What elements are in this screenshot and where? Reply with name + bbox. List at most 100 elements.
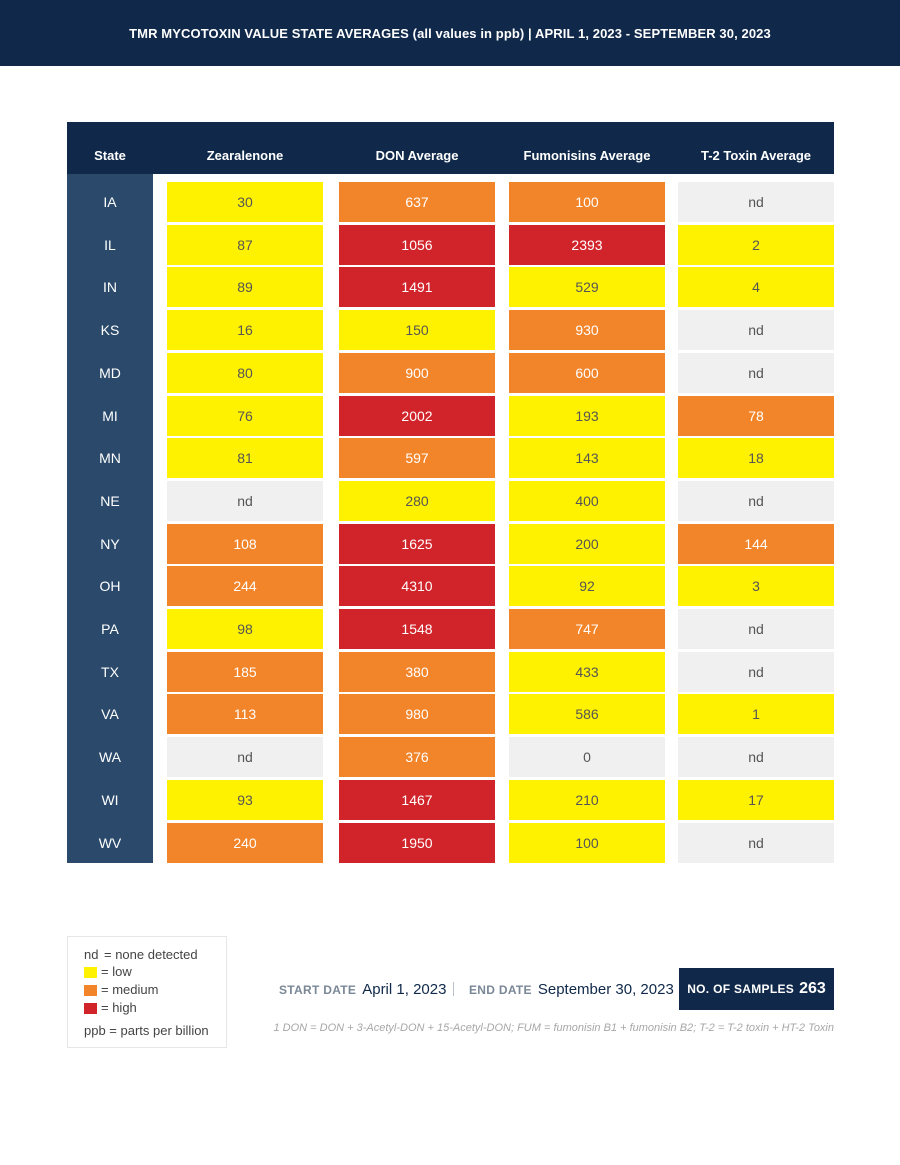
- legend-ppb-text: ppb = parts per billion: [84, 1023, 209, 1038]
- don-cell: 900: [339, 352, 495, 393]
- fumonisins-cell: 586: [509, 694, 665, 735]
- legend-low: = low: [84, 964, 132, 980]
- legend-medium-text: = medium: [101, 982, 159, 997]
- t2-toxin-cell: 1: [678, 694, 834, 735]
- fumonisins-cell: 210: [509, 779, 665, 820]
- zearalenone-cell: 16: [167, 310, 323, 351]
- don-cell: 1625: [339, 523, 495, 564]
- don-cell: 980: [339, 694, 495, 735]
- state-label: WA: [98, 749, 122, 766]
- state-label: KS: [100, 322, 120, 339]
- date-divider: [453, 982, 454, 996]
- zearalenone-cell: 76: [167, 395, 323, 436]
- zearalenone-cell: nd: [167, 737, 323, 778]
- zearalenone-cell: 89: [167, 267, 323, 308]
- fumonisins-cell: 0: [509, 737, 665, 778]
- zearalenone-cell: 185: [167, 651, 323, 692]
- fumonisins-cell: 529: [509, 267, 665, 308]
- zearalenone-cell: 98: [167, 609, 323, 649]
- t2-toxin-cell: nd: [678, 609, 834, 649]
- t2-toxin-cell: 17: [678, 779, 834, 820]
- don-cell: 1950: [339, 822, 495, 863]
- low-swatch-icon: [84, 966, 97, 978]
- start-date-value: April 1, 2023: [362, 981, 447, 998]
- legend: nd = none detected = low = medium = high…: [67, 936, 227, 1048]
- fumonisins-cell: 930: [509, 310, 665, 351]
- state-label: MN: [99, 450, 121, 467]
- end-date-value: September 30, 2023: [537, 981, 674, 998]
- zearalenone-cell: 240: [167, 822, 323, 863]
- t2-toxin-cell: nd: [678, 310, 834, 351]
- zearalenone-cell: nd: [167, 480, 323, 521]
- don-cell: 1056: [339, 224, 495, 265]
- t2-toxin-cell: 2: [678, 224, 834, 265]
- t2-toxin-cell: nd: [678, 480, 834, 521]
- don-cell: 380: [339, 651, 495, 692]
- fumonisins-cell: 400: [509, 480, 665, 521]
- state-label: IL: [104, 236, 116, 253]
- legend-low-text: = low: [101, 964, 132, 979]
- fumonisins-cell: 747: [509, 609, 665, 649]
- state-label: VA: [101, 706, 119, 723]
- header-state: State: [94, 148, 126, 163]
- t2-toxin-cell: 18: [678, 438, 834, 479]
- zearalenone-cell: 87: [167, 224, 323, 265]
- zearalenone-cell: 244: [167, 566, 323, 607]
- t2-toxin-cell: 4: [678, 267, 834, 308]
- don-cell: 4310: [339, 566, 495, 607]
- state-label: MD: [99, 364, 121, 381]
- legend-high: = high: [84, 1000, 137, 1016]
- header-t2-toxin-average: T-2 Toxin Average: [700, 148, 812, 163]
- t2-toxin-cell: nd: [678, 737, 834, 778]
- t2-toxin-cell: 78: [678, 395, 834, 436]
- don-cell: 1491: [339, 267, 495, 308]
- fumonisins-cell: 2393: [509, 224, 665, 265]
- fumonisins-cell: 193: [509, 395, 665, 436]
- state-label: NY: [100, 535, 120, 552]
- state-label: OH: [99, 578, 121, 595]
- header-don-average: DON Average: [375, 148, 459, 163]
- t2-toxin-cell: 144: [678, 523, 834, 564]
- don-cell: 637: [339, 182, 495, 222]
- state-label: WV: [98, 834, 122, 851]
- page-title: TMR MYCOTOXIN VALUE STATE AVERAGES (all …: [129, 25, 771, 41]
- fumonisins-cell: 600: [509, 352, 665, 393]
- sample-count-label: NO. OF SAMPLES: [687, 982, 795, 996]
- end-date: END DATE September 30, 2023: [469, 980, 674, 1000]
- legend-nd: nd = none detected: [84, 947, 198, 963]
- legend-nd-key: nd: [84, 947, 99, 962]
- state-label: PA: [101, 621, 119, 637]
- don-cell: 1548: [339, 609, 495, 649]
- t2-toxin-cell: nd: [678, 182, 834, 222]
- state-label: WI: [101, 791, 119, 808]
- end-date-label: END DATE: [469, 983, 532, 997]
- state-column: [67, 174, 153, 863]
- page-title-bar: TMR MYCOTOXIN VALUE STATE AVERAGES (all …: [0, 0, 900, 66]
- zearalenone-cell: 113: [167, 694, 323, 735]
- don-cell: 597: [339, 438, 495, 479]
- zearalenone-cell: 80: [167, 352, 323, 393]
- sample-count-value: 263: [799, 980, 826, 997]
- zearalenone-cell: 81: [167, 438, 323, 479]
- zearalenone-cell: 30: [167, 182, 323, 222]
- zearalenone-cell: 108: [167, 523, 323, 564]
- legend-nd-text: = none detected: [104, 947, 198, 962]
- start-date-label: START DATE: [279, 983, 357, 997]
- state-label: MI: [102, 407, 118, 424]
- t2-toxin-cell: nd: [678, 651, 834, 692]
- don-cell: 280: [339, 480, 495, 521]
- t2-toxin-cell: nd: [678, 352, 834, 393]
- header-fumonisins-average: Fumonisins Average: [523, 148, 651, 163]
- state-label: IA: [103, 194, 117, 210]
- table-header: State Zearalenone DON Average Fumonisins…: [67, 122, 834, 174]
- sample-count-badge: NO. OF SAMPLES 263: [679, 968, 834, 1010]
- state-label: NE: [100, 492, 120, 509]
- legend-medium: = medium: [84, 982, 158, 998]
- header-zearalenone: Zearalenone: [206, 148, 284, 163]
- state-label: TX: [101, 663, 119, 680]
- t2-toxin-cell: nd: [678, 822, 834, 863]
- medium-swatch-icon: [84, 984, 97, 996]
- fumonisins-cell: 200: [509, 523, 665, 564]
- high-swatch-icon: [84, 1002, 97, 1014]
- fumonisins-cell: 100: [509, 822, 665, 863]
